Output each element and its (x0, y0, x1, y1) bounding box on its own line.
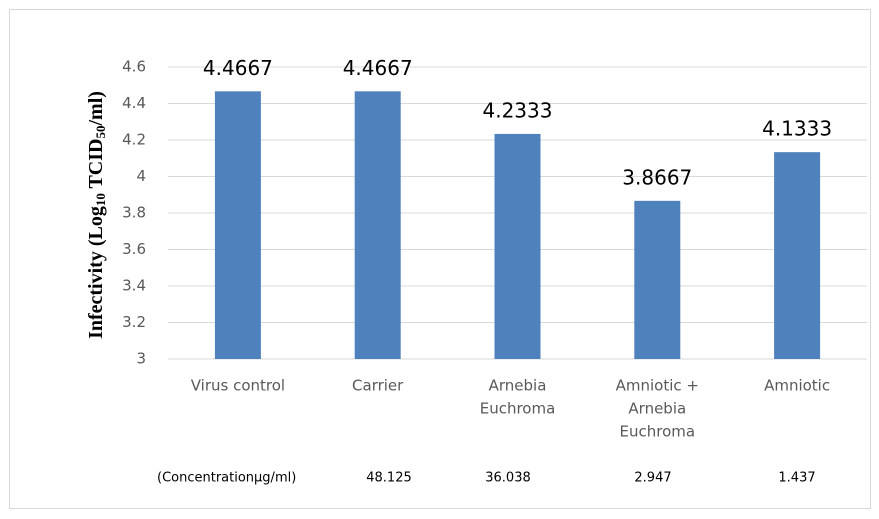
x-tick-label: Euchroma (620, 423, 696, 441)
bar (634, 200, 681, 359)
data-label: 4.2333 (483, 98, 553, 122)
data-label: 3.8667 (622, 165, 692, 189)
bar (774, 152, 821, 359)
y-tick-label: 3.2 (122, 313, 146, 331)
concentration-value: 48.125 (366, 471, 412, 486)
x-tick-label: Amniotic (764, 377, 830, 395)
y-tick-label: 3 (136, 350, 146, 368)
y-axis-label-part: 10 (93, 193, 108, 206)
x-tick-label: Virus control (191, 377, 285, 395)
y-tick-label: 4.2 (122, 131, 146, 149)
y-axis-label-part: /ml) (85, 91, 107, 126)
x-tick-label: Amniotic + (616, 377, 699, 395)
y-tick-label: 4.6 (122, 58, 146, 76)
x-tick-label: Arnebia (628, 400, 686, 418)
y-axis-label-part: TCID (85, 139, 107, 194)
y-tick-label: 3.8 (122, 204, 146, 222)
y-tick-label: 4.4 (122, 94, 146, 112)
concentration-label: (Concentrationµg/ml) (157, 471, 296, 486)
concentration-value: 1.437 (778, 471, 815, 486)
x-tick-label: Arnebia (489, 377, 547, 395)
y-tick-label: 3.4 (122, 277, 146, 295)
bar (354, 91, 401, 360)
chart-border (9, 9, 871, 509)
bar (494, 133, 541, 359)
data-label: 4.4667 (343, 56, 413, 80)
concentration-value: 2.947 (634, 471, 671, 486)
bar (214, 91, 261, 360)
y-axis-label-part: Infectivity (Log (85, 206, 107, 339)
y-tick-label: 4 (136, 167, 146, 185)
y-axis-label: Infectivity (Log10 TCID50/ml) (85, 91, 108, 339)
y-tick-label: 3.6 (122, 240, 146, 258)
data-label: 4.1333 (762, 117, 832, 141)
y-axis-label-part: 50 (93, 126, 108, 139)
x-tick-label: Carrier (352, 377, 404, 395)
concentration-value: 36.038 (485, 471, 531, 486)
data-label: 4.4667 (203, 56, 273, 80)
x-tick-label: Euchroma (480, 400, 556, 418)
